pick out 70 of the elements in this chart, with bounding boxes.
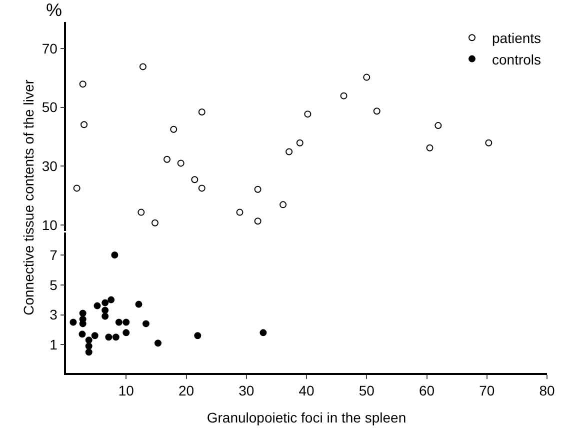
point	[91, 332, 98, 340]
point	[236, 208, 244, 216]
point	[79, 320, 86, 328]
x-tick-label: 10	[118, 382, 134, 399]
point	[373, 108, 380, 115]
y-axis-title: Connective tissue contents of the liver	[20, 79, 36, 316]
x-tick-label: 30	[238, 382, 254, 399]
y-tick-label: 50	[42, 99, 58, 116]
point	[198, 108, 206, 116]
point	[85, 348, 92, 356]
point	[78, 330, 86, 338]
point	[105, 334, 112, 341]
x-tick-label: 40	[298, 382, 314, 399]
point	[198, 184, 206, 192]
point	[80, 121, 88, 128]
point	[296, 139, 304, 146]
y-tick-label: 7	[50, 246, 58, 263]
x-tick-label: 60	[418, 382, 435, 399]
y-tick-label: 70	[42, 40, 58, 56]
point	[170, 126, 178, 133]
point	[108, 296, 115, 304]
point	[363, 74, 370, 81]
point	[304, 110, 312, 118]
point	[94, 302, 101, 310]
point	[254, 218, 262, 225]
point	[434, 122, 442, 130]
point	[286, 148, 293, 156]
point	[151, 219, 158, 226]
point	[154, 340, 162, 347]
point	[85, 336, 92, 344]
point	[122, 318, 130, 326]
point	[112, 334, 120, 341]
text: %	[46, 0, 62, 20]
point	[102, 299, 109, 306]
point	[164, 156, 171, 163]
point	[115, 318, 122, 326]
y-tick-label: 5	[50, 276, 58, 293]
point	[340, 92, 348, 100]
point	[111, 252, 118, 258]
point	[122, 329, 130, 336]
y-tick-label: 1	[50, 336, 58, 353]
point	[79, 80, 86, 88]
y-tick-label: 3	[50, 306, 58, 323]
legend-label: patients	[492, 30, 542, 46]
point	[85, 342, 92, 350]
x-tick-label: 70	[479, 382, 495, 399]
point	[426, 144, 434, 152]
point	[139, 63, 146, 70]
x-tick-label: 20	[178, 382, 194, 399]
point	[142, 320, 150, 328]
point	[254, 186, 262, 193]
point	[79, 310, 86, 317]
x-tick-label: 50	[358, 382, 375, 399]
point	[102, 306, 109, 314]
y-tick-label: 10	[42, 216, 58, 233]
point	[260, 329, 267, 336]
point	[280, 201, 287, 208]
x-axis-title: Granulopoietic foci in the spleen	[206, 409, 406, 426]
point	[102, 312, 109, 320]
point	[177, 160, 184, 167]
point	[485, 139, 492, 146]
point	[135, 300, 142, 308]
point	[191, 176, 198, 184]
text: controls	[492, 51, 542, 68]
point	[194, 332, 202, 340]
x-tick-label: 80	[539, 382, 555, 399]
point	[138, 208, 145, 216]
point	[73, 184, 80, 192]
point	[70, 318, 77, 326]
y-tick-label: 30	[42, 158, 58, 174]
